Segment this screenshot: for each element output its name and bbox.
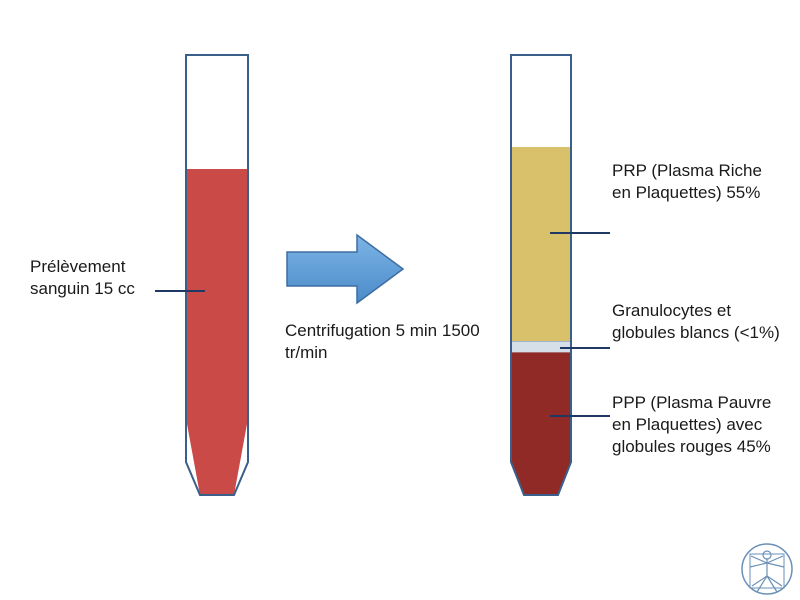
label-buffy-text: Granulocytes et globules blancs (<1%) bbox=[612, 301, 780, 342]
leader-buffy bbox=[560, 347, 610, 349]
label-ppp-text: PPP (Plasma Pauvre en Plaquettes) avec g… bbox=[612, 393, 771, 456]
tube-left-outline bbox=[185, 54, 249, 496]
leader-prp bbox=[550, 232, 610, 234]
centrifuge-arrow bbox=[285, 232, 405, 306]
label-blood-sample-text: Prélèvement sanguin 15 cc bbox=[30, 257, 135, 298]
vitruvian-logo bbox=[740, 542, 794, 596]
label-buffy: Granulocytes et globules blancs (<1%) bbox=[612, 300, 782, 344]
vitruvian-icon bbox=[740, 542, 794, 596]
tube-blood-sample bbox=[185, 54, 249, 496]
label-prp: PRP (Plasma Riche en Plaquettes) 55% bbox=[612, 160, 772, 204]
label-centrifugation-text: Centrifugation 5 min 1500 tr/min bbox=[285, 321, 480, 362]
label-ppp: PPP (Plasma Pauvre en Plaquettes) avec g… bbox=[612, 392, 782, 458]
tube-centrifuged bbox=[510, 54, 572, 496]
leader-blood-sample bbox=[155, 290, 205, 292]
label-prp-text: PRP (Plasma Riche en Plaquettes) 55% bbox=[612, 161, 762, 202]
label-blood-sample: Prélèvement sanguin 15 cc bbox=[30, 256, 160, 300]
label-centrifugation: Centrifugation 5 min 1500 tr/min bbox=[285, 320, 485, 364]
diagram-canvas: Prélèvement sanguin 15 cc Centrifugation… bbox=[0, 0, 800, 600]
arrow-icon bbox=[285, 232, 405, 306]
tube-right-outline bbox=[510, 54, 572, 496]
leader-ppp bbox=[550, 415, 610, 417]
